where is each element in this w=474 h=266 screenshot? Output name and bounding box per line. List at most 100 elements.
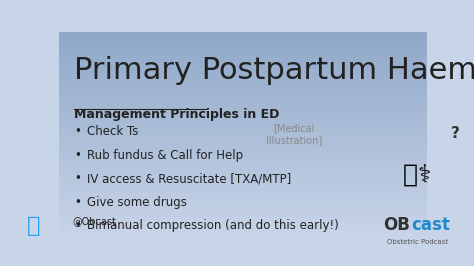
Bar bbox=[59, 138, 427, 140]
Bar bbox=[59, 71, 427, 73]
Bar bbox=[59, 46, 427, 48]
Bar bbox=[59, 114, 427, 116]
Bar bbox=[59, 136, 427, 138]
Bar bbox=[59, 169, 427, 171]
Bar bbox=[59, 95, 427, 97]
Bar bbox=[59, 231, 427, 233]
Text: Rub fundus & Call for Help: Rub fundus & Call for Help bbox=[87, 149, 243, 162]
Bar bbox=[59, 151, 427, 153]
Bar bbox=[59, 153, 427, 155]
Bar bbox=[59, 34, 427, 36]
Bar bbox=[59, 61, 427, 63]
Bar bbox=[59, 130, 427, 132]
Bar bbox=[59, 200, 427, 202]
Bar bbox=[59, 48, 427, 50]
Bar bbox=[59, 56, 427, 59]
Bar bbox=[59, 102, 427, 104]
Text: ?: ? bbox=[451, 126, 459, 141]
Bar bbox=[59, 69, 427, 71]
Bar bbox=[59, 59, 427, 61]
Bar bbox=[59, 44, 427, 46]
Text: Management Principles in ED: Management Principles in ED bbox=[74, 108, 279, 121]
Bar bbox=[59, 212, 427, 214]
Text: •: • bbox=[74, 219, 81, 232]
Bar bbox=[59, 163, 427, 165]
Bar bbox=[59, 55, 427, 56]
Bar bbox=[59, 225, 427, 227]
Bar bbox=[59, 157, 427, 159]
Bar bbox=[59, 87, 427, 89]
Bar bbox=[59, 214, 427, 216]
Bar bbox=[59, 155, 427, 157]
Bar bbox=[59, 216, 427, 218]
Text: cast: cast bbox=[411, 216, 450, 234]
Bar bbox=[59, 159, 427, 161]
Bar bbox=[59, 202, 427, 204]
Bar bbox=[59, 73, 427, 75]
Bar bbox=[59, 206, 427, 208]
Text: @Obcast: @Obcast bbox=[72, 217, 116, 227]
Bar bbox=[59, 120, 427, 122]
Bar bbox=[59, 50, 427, 52]
Bar bbox=[59, 167, 427, 169]
Bar bbox=[59, 196, 427, 198]
Bar bbox=[59, 198, 427, 200]
Bar bbox=[59, 194, 427, 196]
Bar bbox=[59, 91, 427, 93]
Bar bbox=[59, 220, 427, 222]
Bar bbox=[59, 93, 427, 95]
Bar bbox=[59, 81, 427, 83]
Bar bbox=[59, 149, 427, 151]
Bar bbox=[59, 184, 427, 186]
Bar bbox=[59, 204, 427, 206]
Bar bbox=[59, 75, 427, 77]
Bar bbox=[59, 52, 427, 55]
Bar bbox=[59, 165, 427, 167]
Bar bbox=[59, 38, 427, 40]
Bar bbox=[59, 218, 427, 220]
Bar bbox=[59, 36, 427, 38]
Text: •: • bbox=[74, 196, 81, 209]
Bar bbox=[59, 99, 427, 102]
Bar bbox=[59, 77, 427, 79]
Bar bbox=[59, 188, 427, 190]
Text: •: • bbox=[74, 125, 81, 138]
Bar bbox=[59, 173, 427, 175]
Bar bbox=[59, 108, 427, 110]
Bar bbox=[59, 63, 427, 65]
Bar bbox=[59, 128, 427, 130]
Bar bbox=[59, 208, 427, 210]
Bar bbox=[59, 235, 427, 237]
Bar bbox=[59, 65, 427, 67]
Bar bbox=[59, 134, 427, 136]
Bar bbox=[59, 106, 427, 108]
Bar bbox=[59, 85, 427, 87]
Bar bbox=[59, 103, 427, 106]
Bar bbox=[59, 118, 427, 120]
Bar bbox=[59, 32, 427, 34]
Bar bbox=[59, 175, 427, 177]
Bar bbox=[59, 126, 427, 128]
Bar bbox=[59, 161, 427, 163]
Bar bbox=[59, 192, 427, 194]
Bar bbox=[59, 210, 427, 212]
Bar bbox=[59, 89, 427, 91]
Bar bbox=[59, 140, 427, 143]
Text: Primary Postpartum Haemorrhage (PPH): Primary Postpartum Haemorrhage (PPH) bbox=[74, 56, 474, 85]
Bar bbox=[59, 144, 427, 147]
Text: 🐦: 🐦 bbox=[27, 216, 40, 236]
Bar bbox=[59, 228, 427, 231]
Bar bbox=[59, 143, 427, 145]
Bar bbox=[59, 110, 427, 112]
Text: OB: OB bbox=[383, 216, 410, 234]
Bar bbox=[59, 186, 427, 188]
Bar bbox=[59, 79, 427, 81]
Bar bbox=[59, 233, 427, 235]
Bar bbox=[59, 42, 427, 44]
Text: Give some drugs: Give some drugs bbox=[87, 196, 187, 209]
Bar bbox=[59, 97, 427, 99]
Bar bbox=[59, 177, 427, 179]
Bar bbox=[59, 112, 427, 114]
Bar bbox=[59, 124, 427, 126]
Bar bbox=[59, 179, 427, 181]
